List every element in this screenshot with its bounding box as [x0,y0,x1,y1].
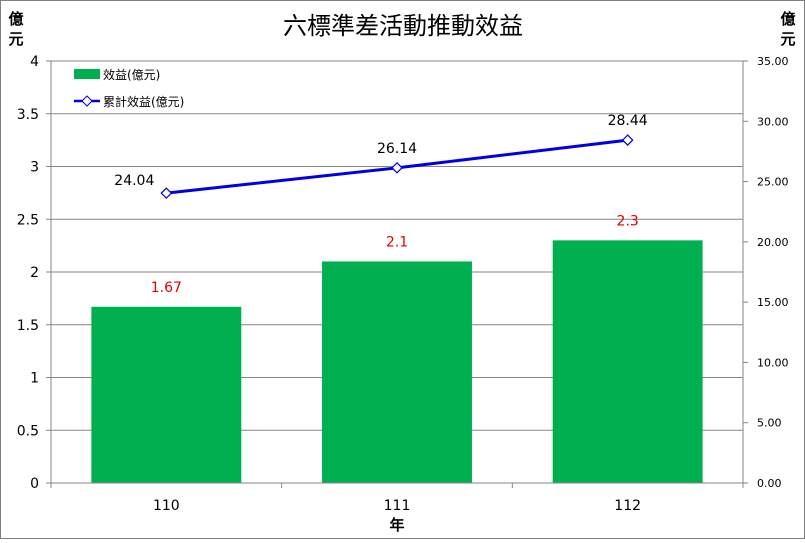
x-tick-label: 112 [614,498,641,514]
y-left-axis-label: 億元 [8,10,23,48]
y-right-tick-label: 20.00 [757,236,789,249]
x-tick-labels: 110 111 112 [153,498,641,514]
y-left-tick-label: 0.5 [17,423,39,439]
y-right-tick-label: 35.00 [757,55,789,68]
data-labels: 1.67 2.1 2.3 24.04 26.14 28.44 [114,113,648,296]
y-left-tick-label: 3 [30,160,39,176]
y-right-tick-label: 15.00 [757,296,789,309]
line-series [160,134,634,199]
y-left-tick-label: 2 [30,265,39,281]
y-right-axis-label: 億元 [780,10,795,48]
legend-line-marker [81,95,93,107]
bar-data-label: 1.67 [151,280,182,296]
line-point-marker [160,187,173,199]
bar-data-label: 2.1 [386,234,408,250]
y-left-tick-label: 3.5 [17,107,39,123]
bar-series [91,240,703,483]
legend-bar-label: 效益(億元) [103,67,160,82]
line-point-marker [621,134,634,146]
y-right-tick-label: 5.00 [757,417,782,430]
y-right-tick-label: 0.00 [757,477,782,490]
bar [552,240,703,483]
legend-line-label: 累計效益(億元) [103,94,184,109]
bar [91,306,242,483]
legend-bar-swatch [74,69,100,79]
line-point-marker [391,161,403,174]
y-left-tick-label: 4 [30,54,39,70]
axes [50,61,744,488]
y-right-tick-label: 30.00 [757,115,789,128]
y-right-tick-labels: 0.00 5.00 10.00 15.00 20.00 25.00 30.00 35.00 [757,55,789,490]
y-left-tick-label: 0 [30,476,39,492]
y-left-tick-label: 1 [30,371,39,387]
y-right-tick-label: 10.00 [757,356,789,369]
y-left-tick-label: 2.5 [17,212,39,228]
chart-title: 六標準差活動推動效益 [283,12,523,40]
line-data-label: 26.14 [377,141,417,157]
x-axis-label: 年 [389,516,404,534]
legend: 效益(億元) 累計效益(億元) [74,67,184,109]
line-data-label: 24.04 [114,173,154,189]
x-tick-label: 111 [384,498,411,514]
y-left-tick-label: 1.5 [17,318,39,334]
line-data-label: 28.44 [608,113,648,129]
x-tick-label: 110 [153,498,180,514]
bar-data-label: 2.3 [617,213,639,229]
y-right-tick-label: 25.00 [757,176,789,189]
bar [322,261,472,483]
y-left-tick-labels: 0 0.5 1 1.5 2 2.5 3 3.5 4 [17,54,39,492]
